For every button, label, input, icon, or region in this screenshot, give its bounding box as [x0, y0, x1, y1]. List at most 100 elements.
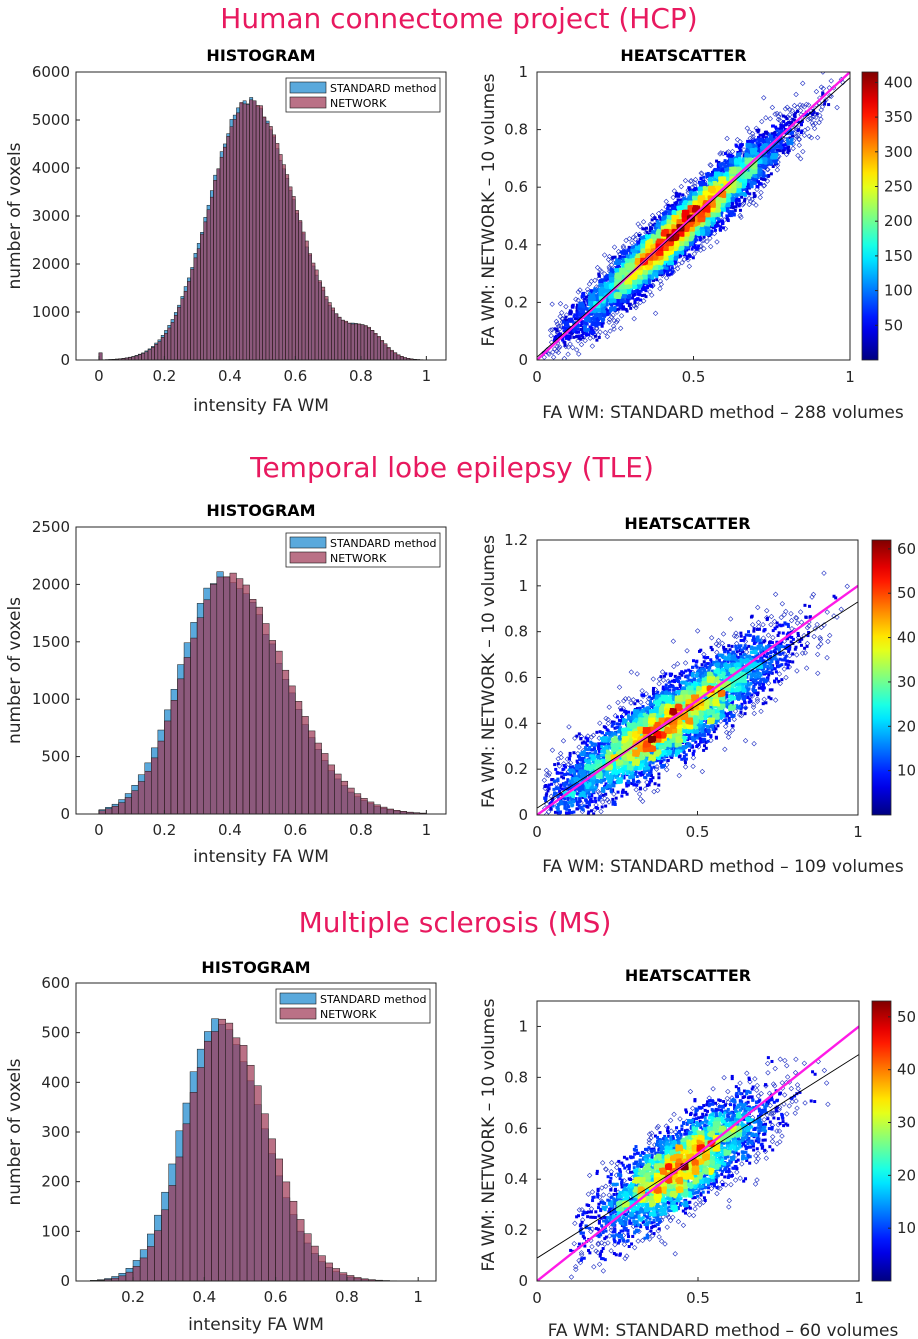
- scatter-point: [611, 275, 615, 279]
- scatter-point: [812, 110, 816, 114]
- scatter-point: [793, 133, 799, 139]
- scatter-point: [753, 169, 757, 173]
- scatter-point: [672, 212, 676, 216]
- scatter-point: [607, 328, 613, 334]
- scatter-point: [705, 219, 709, 223]
- scatter-point: [636, 242, 640, 246]
- scatter-point: [757, 194, 763, 201]
- scatter-point: [590, 290, 594, 294]
- scatter-point: [666, 215, 670, 219]
- scatter-point: [718, 227, 722, 231]
- scatter-point: [599, 297, 603, 301]
- scatter-point: [753, 138, 757, 142]
- scatter-point: [711, 178, 715, 182]
- scatter-point: [605, 284, 609, 288]
- scatter-point: [577, 287, 583, 293]
- scatter-point: [751, 144, 755, 148]
- scatter-point: [718, 150, 724, 156]
- scatter-point: [564, 336, 568, 340]
- scatter-point: [731, 210, 735, 214]
- scatter-point: [603, 276, 607, 280]
- scatter-point: [736, 187, 740, 191]
- scatter-point: [600, 293, 604, 297]
- scatter-point: [645, 230, 649, 234]
- scatter-point: [555, 329, 559, 333]
- scatter-point: [738, 144, 742, 148]
- scatter-point: [711, 217, 715, 221]
- scatter-point: [614, 273, 618, 277]
- scatter-point: [772, 158, 776, 162]
- scatter-point: [775, 113, 782, 120]
- bar-network: [134, 355, 139, 361]
- scatter-point: [599, 309, 603, 313]
- scatter-point: [695, 238, 699, 242]
- scatter-point: [698, 186, 702, 190]
- scatter-point: [749, 183, 753, 187]
- scatter-point: [763, 178, 767, 182]
- scatter-point: [787, 112, 793, 118]
- scatter-point: [638, 293, 642, 297]
- scatter-point: [588, 330, 592, 334]
- bar-network: [196, 248, 201, 361]
- bar-network: [357, 323, 362, 361]
- scatter-point: [647, 232, 651, 236]
- scatter-point: [761, 95, 767, 101]
- scatter-point: [797, 107, 804, 114]
- scatter-point: [576, 351, 582, 357]
- scatter-point: [758, 151, 762, 155]
- scatter-point: [670, 194, 676, 201]
- scatter-point: [559, 310, 565, 316]
- scatter-point: [666, 262, 670, 266]
- scatter-point: [793, 115, 797, 119]
- x-tick-label: 1: [422, 367, 432, 385]
- bar-network: [334, 313, 339, 361]
- scatter-point: [597, 318, 601, 322]
- scatter-point: [726, 163, 730, 167]
- scatter-point: [719, 210, 723, 214]
- scatter-point: [690, 237, 694, 241]
- scatter-point: [763, 130, 767, 134]
- scatter-point: [614, 268, 618, 272]
- scatter-point: [729, 214, 733, 218]
- scatter-point: [733, 208, 737, 212]
- scatter-point: [728, 212, 732, 216]
- scatter-point: [666, 270, 670, 274]
- scatter-point: [655, 266, 659, 270]
- bar-network: [363, 325, 368, 361]
- scatter-point: [581, 328, 585, 332]
- scatter-point: [666, 268, 670, 272]
- scatter-point: [670, 255, 674, 259]
- scatter-point: [687, 195, 691, 199]
- scatter-point: [661, 264, 665, 268]
- scatter-point: [716, 224, 720, 228]
- scatter-point: [735, 202, 739, 206]
- scatter-point: [578, 306, 582, 310]
- scatter-point: [800, 80, 806, 87]
- scatter-point: [640, 286, 644, 290]
- scatter-point: [751, 173, 755, 177]
- scatter-point: [768, 148, 772, 152]
- bar-network: [173, 315, 178, 361]
- scatter-point: [820, 85, 827, 92]
- scatter-point: [764, 161, 768, 165]
- scatter-point: [582, 291, 586, 295]
- y-tick-label: 6000: [32, 63, 70, 81]
- scatter-point: [597, 272, 601, 276]
- bar-network: [180, 298, 185, 361]
- scatter-point: [631, 303, 637, 309]
- scatter-point: [736, 150, 740, 154]
- scatter-point: [592, 319, 596, 323]
- scatter-point: [735, 196, 739, 200]
- scatter-point: [726, 167, 730, 171]
- scatter-point: [631, 257, 635, 261]
- scatter-point: [768, 153, 772, 157]
- scatter-point: [643, 227, 647, 231]
- scatter-point: [594, 326, 600, 332]
- bar-network: [318, 280, 322, 361]
- scatter-point: [579, 301, 583, 305]
- scatter-point: [601, 321, 605, 325]
- scatter-point: [792, 113, 796, 117]
- scatter-point: [751, 163, 755, 167]
- scatter-point: [758, 167, 762, 171]
- scatter-point: [757, 135, 761, 139]
